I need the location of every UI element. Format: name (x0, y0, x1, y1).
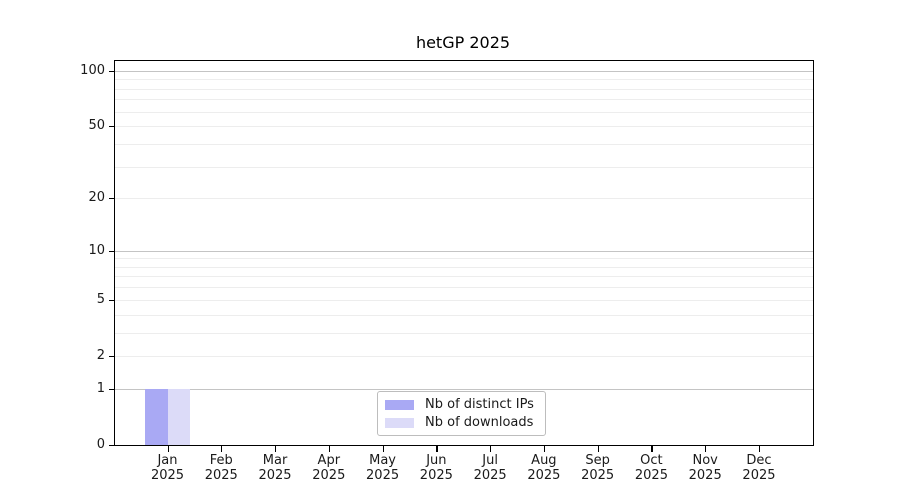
y-axis-tick-label: 1 (96, 380, 105, 396)
x-axis-tick (275, 446, 277, 452)
legend-item-downloads: Nb of downloads (385, 415, 545, 430)
year-label: 2025 (366, 468, 400, 483)
x-axis-tick (651, 446, 653, 452)
x-axis-tick (597, 446, 599, 452)
minor-gridline (115, 99, 813, 101)
x-axis-tick (328, 446, 330, 452)
year-label: 2025 (258, 468, 292, 483)
y-axis-tick (109, 198, 115, 200)
x-axis-tick (436, 446, 438, 452)
y-axis-tick-label: 5 (96, 291, 105, 307)
x-axis-tick-label: Oct 2025 (623, 453, 679, 483)
x-axis-tick-label: May 2025 (355, 453, 411, 483)
minor-gridline (115, 79, 813, 81)
x-axis-tick-label: Apr 2025 (301, 453, 357, 483)
y-axis-tick (109, 299, 115, 301)
x-axis-tick-label: Nov 2025 (677, 453, 733, 483)
month-label: Nov (692, 453, 718, 468)
minor-gridline (115, 111, 813, 113)
year-label: 2025 (527, 468, 561, 483)
legend-item-distinct-ips: Nb of distinct IPs (385, 397, 545, 412)
y-axis-tick-label: 100 (80, 62, 105, 78)
y-axis-tick (109, 250, 115, 252)
bar-jan-distinct-ips (145, 388, 168, 445)
minor-gridline (115, 276, 813, 278)
x-axis-tick (221, 446, 223, 452)
y-axis-tick (109, 355, 115, 358)
y-axis-tick (109, 70, 115, 72)
minor-gridline (115, 299, 813, 301)
x-axis-tick (705, 446, 707, 452)
y-axis-tick-label: 10 (88, 242, 105, 258)
month-label: Mar (262, 453, 288, 468)
y-axis-tick (109, 445, 115, 447)
bar-jan-downloads (167, 388, 190, 445)
major-gridline (115, 70, 813, 72)
minor-gridline (115, 88, 813, 90)
year-label: 2025 (312, 468, 346, 483)
x-axis-tick-label: Jul 2025 (462, 453, 518, 483)
major-gridline (115, 250, 813, 252)
y-axis-tick-label: 20 (88, 190, 105, 206)
x-axis-tick-label: Feb 2025 (193, 453, 249, 483)
x-axis-tick-label: Mar 2025 (247, 453, 303, 483)
x-axis-tick-label: Dec 2025 (731, 453, 787, 483)
minor-gridline (115, 143, 813, 145)
year-label: 2025 (204, 468, 238, 483)
legend-label: Nb of downloads (425, 415, 534, 430)
chart-title: hetGP 2025 (415, 33, 511, 52)
year-label: 2025 (419, 468, 453, 483)
legend-swatch (385, 417, 414, 428)
minor-gridline (115, 166, 813, 168)
x-axis-tick (382, 446, 384, 452)
minor-gridline (115, 126, 813, 128)
x-axis-tick-label: Jan 2025 (140, 453, 196, 483)
x-axis-tick (490, 446, 492, 452)
x-axis-tick-label: Jun 2025 (408, 453, 464, 483)
month-label: Apr (317, 453, 341, 468)
x-axis-tick (167, 446, 169, 452)
year-label: 2025 (634, 468, 668, 483)
y-axis-tick-label: 50 (88, 118, 105, 134)
y-axis-tick-label: 0 (96, 437, 105, 452)
month-label: Oct (640, 453, 663, 468)
x-axis-tick (543, 446, 546, 452)
year-label: 2025 (688, 468, 722, 483)
minor-gridline (115, 258, 813, 260)
plot-area: 0 1 2 5 10 20 50 100 Jan 2025 Feb 2025 Mar 2025 Apr 202… (80, 60, 814, 483)
minor-gridline (115, 266, 813, 268)
year-label: 2025 (150, 468, 185, 483)
month-label: Jan (157, 453, 178, 468)
major-gridline (115, 388, 813, 390)
x-axis-tick-label: Sep 2025 (570, 453, 626, 483)
minor-gridline (115, 287, 813, 289)
x-axis-tick (758, 446, 761, 452)
month-label: May (369, 453, 397, 468)
minor-gridline (115, 355, 813, 357)
month-label: Sep (585, 453, 610, 468)
x-axis-tick-label: Aug 2025 (516, 453, 572, 483)
y-axis-tick (109, 126, 115, 128)
y-axis-tick (109, 388, 115, 390)
legend-swatch (385, 399, 414, 410)
year-label: 2025 (473, 468, 507, 483)
month-label: Jun (426, 453, 447, 468)
month-label: Aug (531, 453, 557, 468)
legend-label: Nb of distinct IPs (425, 397, 534, 412)
month-label: Feb (209, 453, 233, 468)
minor-gridline (115, 198, 813, 200)
year-label: 2025 (581, 468, 615, 483)
y-axis-tick-label: 2 (96, 347, 105, 363)
minor-gridline (115, 314, 813, 316)
minor-gridline (115, 332, 813, 334)
legend: Nb of distinct IPs Nb of downloads (377, 391, 546, 436)
month-label: Dec (746, 453, 772, 468)
month-label: Jul (482, 453, 498, 468)
year-label: 2025 (742, 468, 776, 483)
